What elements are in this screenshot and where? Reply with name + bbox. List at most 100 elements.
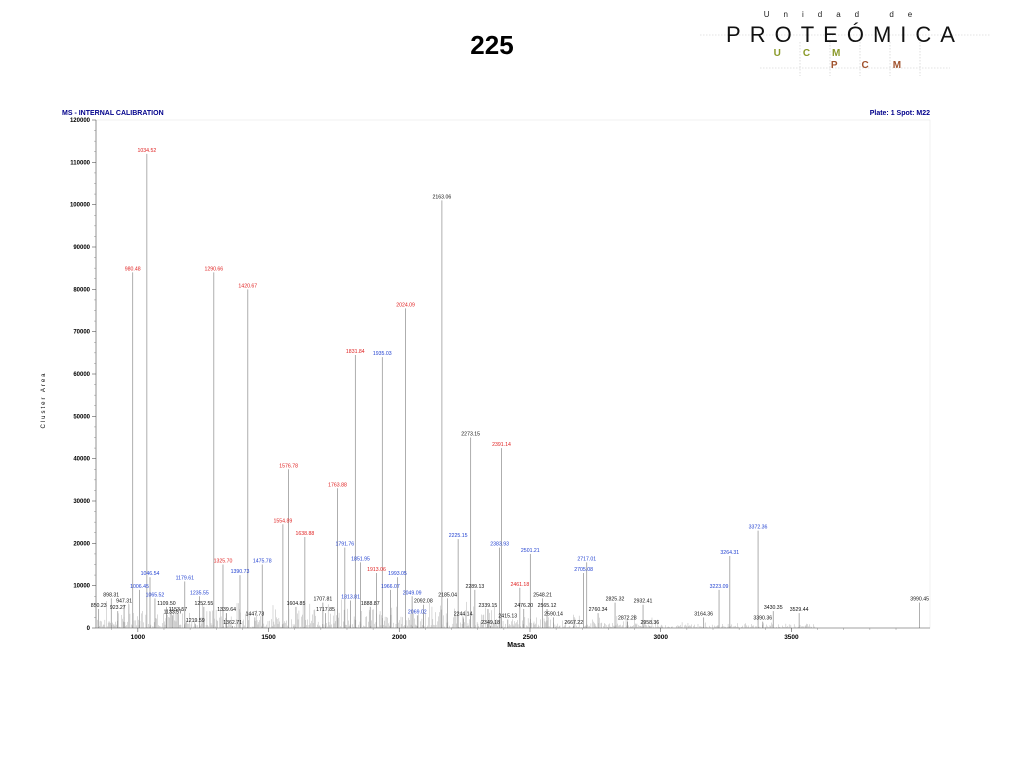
peak-label: 1109.50 (157, 601, 175, 607)
peak-label: 1420.67 (238, 283, 257, 289)
peak-label: 2501.21 (521, 548, 540, 554)
peak-label: 2590.14 (544, 611, 563, 617)
peak-label: 1707.81 (313, 597, 332, 603)
peak-label: 3390.36 (753, 616, 772, 622)
peak-label: 3430.35 (764, 605, 783, 611)
y-tick-label: 50000 (73, 414, 90, 420)
peak-label: 1390.73 (231, 569, 250, 575)
peak-label: 1046.54 (141, 571, 160, 577)
peak-label: 1966.07 (381, 584, 400, 590)
peak-label: 1065.52 (146, 592, 165, 598)
peak-label: 1576.78 (279, 463, 298, 469)
peak-label: 2705.08 (574, 567, 593, 573)
peak-label: 923.27 (110, 605, 126, 611)
peak-label: 2415.13 (498, 614, 517, 620)
peak-label: 2163.06 (433, 194, 452, 200)
peak-label: 3223.09 (710, 584, 729, 590)
peak-label: 2476.20 (514, 603, 533, 609)
y-axis-ticks: 0 10000 20000 30000 40000 50000 60000 70000 8000… (70, 118, 96, 632)
y-tick-label: 20000 (73, 541, 90, 547)
peak-label: 2461.18 (510, 582, 529, 588)
x-tick-label: 2500 (523, 634, 538, 641)
peak-label: 2049.09 (403, 590, 422, 596)
peak-label: 2383.93 (490, 542, 509, 548)
peak-label: 2069.02 (408, 609, 427, 615)
peak-label: 3264.31 (720, 550, 739, 556)
peak-label: 980.48 (125, 266, 141, 272)
peak-label: 947.31 (116, 599, 132, 605)
peak-label: 1913.06 (367, 567, 386, 573)
peak-bars (98, 153, 921, 628)
peak-label: 1791.76 (335, 542, 354, 548)
peak-label: 2825.32 (606, 597, 625, 603)
peak-label: 2225.15 (449, 533, 468, 539)
peak-label: 1034.52 (137, 148, 156, 154)
peak-label: 1888.87 (361, 601, 380, 607)
logo-main-text: PROTEÓMICA (726, 22, 964, 47)
peak-label: 3529.44 (790, 607, 809, 613)
plot-frame (95, 119, 931, 629)
peak-label: 2958.36 (640, 620, 659, 626)
peak-label: 3990.45 (910, 597, 929, 603)
peak-label: 1475.78 (253, 559, 272, 565)
peak-label: 2872.28 (618, 616, 637, 622)
logo-sub-text-ucm: UCM (774, 48, 863, 59)
peak-label: 2391.14 (492, 442, 511, 448)
peak-label: 2244.14 (454, 611, 473, 617)
peak-label: 3372.36 (749, 525, 768, 531)
peak-label: 898.31 (103, 592, 119, 598)
x-tick-label: 1000 (131, 634, 146, 641)
peak-label: 2565.12 (538, 603, 557, 609)
y-tick-label: 90000 (73, 245, 90, 251)
y-tick-label: 70000 (73, 330, 90, 336)
peak-label: 1638.88 (295, 531, 314, 537)
peak-label: 1339.64 (217, 607, 236, 613)
peak-label: 1813.81 (341, 594, 360, 600)
x-tick-label: 1500 (261, 634, 276, 641)
peak-label: 1554.89 (274, 518, 293, 524)
peak-label: 2092.08 (414, 599, 433, 605)
peak-label: 2273.15 (461, 432, 480, 438)
logo-top-text: Unidad de (764, 10, 926, 19)
peak-label: 2548.21 (533, 592, 552, 598)
page-title: 225 (470, 30, 514, 60)
proteomica-logo: Unidad de PROTEÓMICA UCM PCM (700, 10, 990, 76)
y-tick-label: 60000 (73, 372, 90, 378)
peak-label: 2024.09 (396, 302, 415, 308)
peak-label: 1362.71 (223, 620, 242, 626)
peak-label: 2289.13 (465, 584, 484, 590)
peak-label: 2760.34 (589, 607, 608, 613)
peak-label: 1993.05 (388, 571, 407, 577)
y-tick-label: 0 (87, 626, 91, 632)
peak-label: 1219.59 (186, 618, 205, 624)
y-tick-label: 10000 (73, 584, 90, 590)
peak-label: 2349.18 (481, 620, 500, 626)
x-tick-label: 3000 (653, 634, 668, 641)
peak-label: 1935.03 (373, 351, 392, 357)
x-tick-label: 2000 (392, 634, 407, 641)
peak-label: 1252.55 (194, 601, 213, 607)
logo-sub-text-pcm: PCM (831, 60, 925, 71)
peak-label: 1133.57 (164, 609, 182, 615)
peak-label: 850.23 (91, 603, 107, 609)
y-tick-label: 80000 (73, 287, 90, 293)
x-axis-label: Masa (507, 642, 525, 649)
peak-label: 1179.61 (176, 575, 194, 581)
peak-label: 1447.73 (246, 611, 265, 617)
peak-label: 2932.41 (634, 599, 653, 605)
y-axis-label: Cluster Area (41, 371, 47, 429)
peak-label: 2339.15 (479, 603, 498, 609)
peak-label: 1763.88 (328, 482, 347, 488)
peak-label: 3164.36 (694, 611, 713, 617)
plate-spot-header: Plate: 1 Spot: M22 (869, 110, 930, 117)
y-tick-label: 40000 (73, 457, 90, 463)
peak-label: 1006.45 (130, 584, 149, 590)
y-tick-label: 120000 (70, 118, 91, 124)
peak-label: 2717.01 (577, 556, 596, 562)
peak-label: 1604.85 (287, 601, 306, 607)
peak-label: 1717.85 (316, 607, 335, 613)
x-tick-label: 3500 (784, 634, 799, 641)
peak-label: 1290.66 (204, 266, 223, 272)
